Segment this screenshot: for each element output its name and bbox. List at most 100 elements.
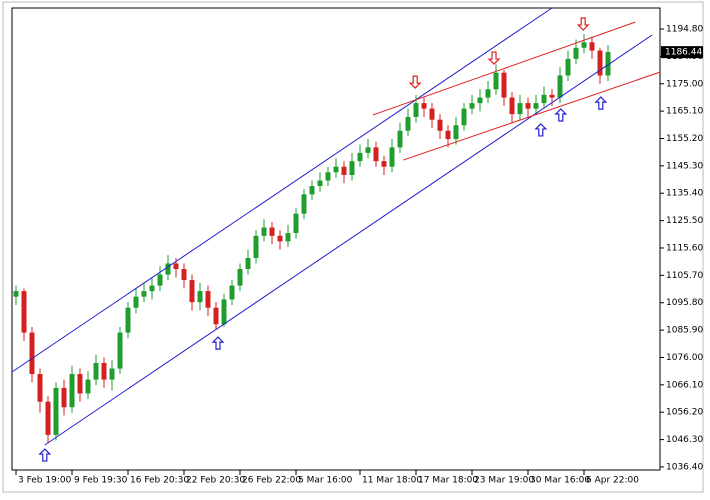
arrow-up [554, 108, 568, 122]
trendline [372, 21, 636, 116]
y-tick-label: 1036.40 [666, 462, 703, 472]
candle-body [285, 233, 291, 242]
y-tick-label: 1095.80 [666, 298, 703, 308]
candle-body [365, 147, 371, 153]
arrow-up [534, 123, 548, 137]
x-tick-label: 26 Feb 22:00 [242, 476, 301, 486]
x-tick-label: 22 Feb 20:30 [186, 476, 245, 486]
candle-body [389, 147, 395, 167]
candle-body [149, 285, 155, 292]
trendline [11, 7, 553, 373]
x-tick-label: 5 Mar 16:00 [298, 476, 353, 486]
arrow-down [408, 75, 422, 89]
candle-body [397, 130, 403, 148]
y-tick-label: 1135.40 [666, 189, 703, 199]
x-tick-label: 6 Apr 22:00 [586, 476, 639, 486]
candle-body [373, 147, 379, 162]
arrow-up [211, 336, 225, 350]
candle-body [45, 401, 51, 435]
candle-body [277, 235, 283, 242]
arrow-down [576, 17, 590, 31]
y-tick-label: 1115.60 [666, 243, 703, 253]
y-tick-label: 1066.10 [666, 380, 703, 390]
candle-body [333, 166, 339, 173]
candle-body [197, 291, 203, 303]
candle-body [565, 58, 571, 76]
y-tick-label: 1105.70 [666, 271, 703, 281]
candle-body [485, 89, 491, 98]
x-tick-label: 17 Mar 18:00 [418, 476, 478, 486]
arrow-down [487, 51, 501, 65]
candle-body [37, 374, 43, 402]
candle-body [477, 97, 483, 104]
candle-body [245, 257, 251, 269]
candle-body [581, 42, 587, 48]
candle-body [429, 108, 435, 120]
candle-body [253, 235, 259, 258]
x-tick-label: 30 Mar 16:00 [530, 476, 590, 486]
candle-body [437, 119, 443, 131]
candle-body [109, 368, 115, 380]
candle-body [101, 363, 107, 380]
current-price-label: 1186.44 [665, 48, 702, 58]
candle-body [445, 130, 451, 140]
candle-body [405, 116, 411, 131]
y-tick-label: 1076.00 [666, 353, 703, 363]
candle-body [261, 227, 267, 236]
y-tick-label: 1085.90 [666, 326, 703, 336]
candle-body [357, 152, 363, 162]
y-tick-label: 1145.30 [666, 161, 703, 171]
plot-frame [11, 7, 661, 471]
candle-body [541, 94, 547, 104]
candle-body [117, 332, 123, 369]
candle-body [213, 307, 219, 325]
candle-body [69, 374, 75, 408]
candle-body [293, 213, 299, 234]
candle-body [85, 379, 91, 394]
candle-body [21, 291, 27, 333]
trendline [44, 34, 653, 446]
candle-body [461, 108, 467, 126]
x-tick-label: 16 Feb 20:30 [130, 476, 189, 486]
y-tick-label: 1175.00 [666, 79, 703, 89]
y-tick-label: 1155.20 [666, 134, 703, 144]
x-tick-label: 11 Mar 18:00 [362, 476, 422, 486]
candle-body [141, 291, 147, 297]
candle-body [125, 307, 131, 333]
candle-body [573, 47, 579, 59]
candle-body [549, 94, 555, 98]
arrow-up [38, 448, 52, 462]
candle-body [517, 103, 523, 115]
candle-body [341, 166, 347, 175]
candle-body [421, 103, 427, 109]
candle-body [301, 194, 307, 214]
candle-body [61, 387, 67, 408]
candle-body [165, 263, 171, 275]
y-tick-label: 1194.80 [666, 25, 703, 35]
candle-body [13, 291, 19, 297]
y-tick-label: 1165.10 [666, 107, 703, 117]
candle-body [53, 387, 59, 435]
x-tick-label: 9 Feb 19:30 [74, 476, 128, 486]
candle-body [469, 103, 475, 109]
trendline [403, 71, 661, 161]
candle-body [269, 227, 275, 236]
candle-body [501, 72, 507, 98]
candle-body [381, 161, 387, 167]
candle-body [229, 285, 235, 300]
x-tick-label: 3 Feb 19:00 [18, 476, 72, 486]
current-price-box [661, 46, 703, 59]
candle-body [557, 75, 563, 98]
candle-body [533, 103, 539, 109]
candle-body [605, 52, 611, 76]
y-tick-label: 1056.20 [666, 408, 703, 418]
candle-body [325, 172, 331, 181]
y-tick-label: 1046.30 [666, 435, 703, 445]
candle-body [309, 186, 315, 195]
candle-body [597, 50, 603, 76]
candle-body [181, 268, 187, 281]
x-tick-label: 23 Mar 19:00 [474, 476, 534, 486]
candle-body [133, 296, 139, 308]
